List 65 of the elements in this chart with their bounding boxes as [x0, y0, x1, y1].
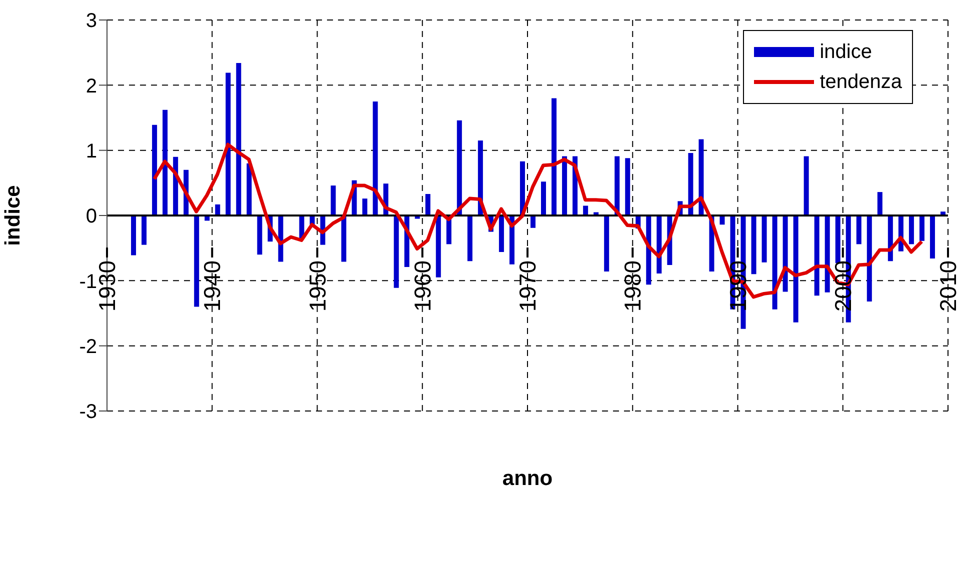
bar: [877, 192, 882, 216]
bar: [215, 204, 220, 216]
bar: [498, 216, 504, 252]
x-tick-label: 2000: [830, 260, 856, 312]
legend-label: tendenza: [820, 70, 902, 94]
bar: [341, 216, 346, 262]
bar: [236, 63, 242, 216]
x-tick-label: 1940: [199, 260, 226, 312]
y-tick-label: -1: [79, 270, 97, 293]
y-tick-label: 0: [86, 206, 97, 228]
bar: [583, 206, 588, 216]
bar: [804, 156, 809, 216]
y-axis-title: indice: [1, 185, 24, 246]
bar: [856, 216, 862, 244]
bar: [246, 163, 252, 216]
x-tick-label: 1950: [304, 260, 330, 312]
x-tick-label: 1960: [409, 260, 436, 312]
bar: [751, 216, 756, 274]
bar: [930, 216, 935, 259]
bar: [688, 152, 694, 216]
bar: [456, 120, 462, 216]
x-tick-label: 1970: [514, 260, 540, 312]
bar: [436, 216, 441, 278]
bar: [530, 216, 536, 228]
y-tick-label: 2: [86, 75, 97, 98]
bar: [362, 198, 368, 216]
bar: [541, 182, 546, 216]
bar: [782, 216, 788, 292]
bar: [330, 186, 336, 216]
bar: [152, 124, 158, 216]
x-axis-title: anno: [502, 467, 553, 490]
bar: [762, 216, 767, 262]
bar: [919, 216, 924, 241]
bar: [552, 98, 557, 216]
x-tick-label: 1990: [724, 260, 751, 312]
bar: [257, 216, 262, 255]
bar: [698, 139, 704, 216]
bar: [142, 216, 147, 245]
x-tick-label: 1980: [620, 260, 646, 312]
bar: [394, 216, 399, 288]
bar: [562, 156, 568, 216]
bar: [824, 216, 830, 292]
bar: [614, 156, 620, 216]
y-tick-label: 1: [86, 140, 97, 162]
bar: [866, 216, 872, 302]
legend-label: indice: [820, 40, 872, 64]
bar: [814, 216, 820, 296]
bar: [793, 216, 798, 322]
bar: [131, 216, 136, 256]
bar: [908, 216, 914, 244]
bar: [467, 216, 472, 262]
bar: [425, 194, 430, 216]
x-tick-label: 1930: [94, 260, 120, 312]
bar: [226, 72, 231, 216]
bar: [625, 158, 630, 216]
bar: [604, 216, 610, 272]
bar: [772, 216, 778, 310]
y-tick-label: 3: [86, 10, 97, 32]
bar: [194, 216, 200, 307]
bar: [162, 110, 168, 216]
y-tick-label: -2: [79, 336, 97, 358]
x-tick-label: 2010: [935, 260, 958, 312]
bar: [372, 101, 378, 216]
bar: [520, 161, 525, 216]
y-tick-label: -3: [79, 401, 97, 424]
